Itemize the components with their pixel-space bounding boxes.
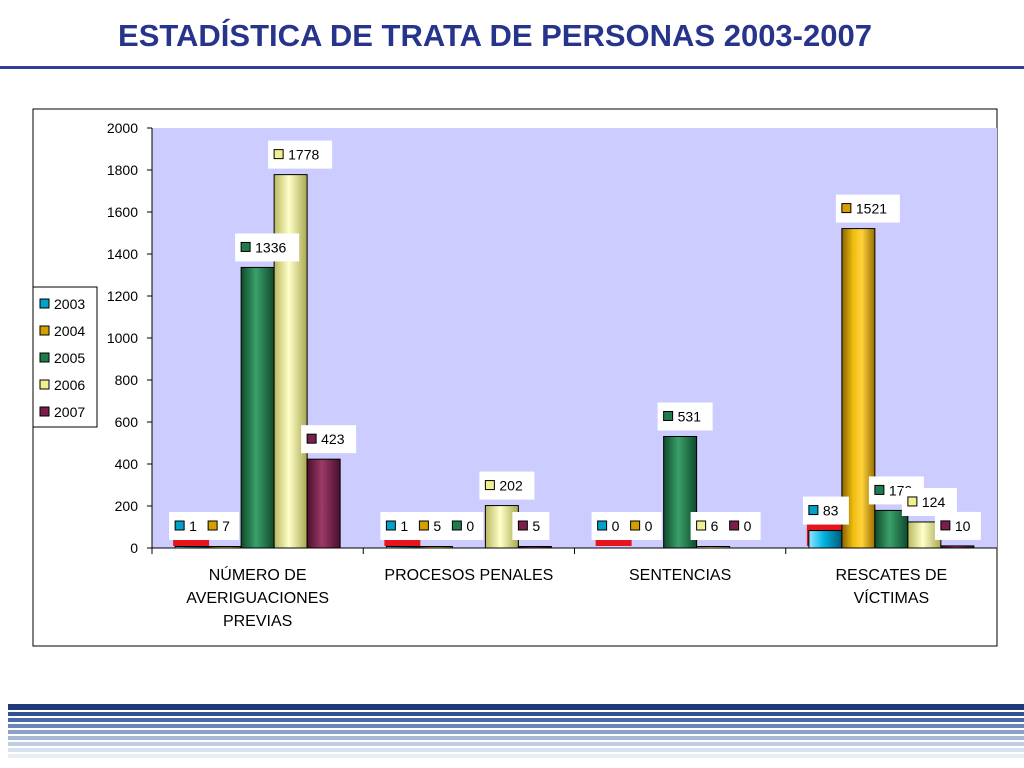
data-label-2006-3: 124 [901, 487, 957, 516]
data-label-2003-3: 83 [802, 496, 849, 525]
data-label-2007-2: 0 [723, 512, 761, 540]
data-label-key [174, 520, 185, 531]
y-tick-label: 800 [115, 372, 139, 388]
data-label-text: 6 [711, 518, 719, 534]
legend-key-2005 [39, 352, 50, 363]
legend-key-2003 [39, 298, 50, 309]
y-tick-label: 1200 [107, 288, 138, 304]
data-label-text: 1778 [288, 147, 319, 163]
data-label-text: 7 [222, 518, 230, 534]
data-label-2003-2: 0 [591, 512, 629, 540]
y-tick-label: 200 [115, 498, 139, 514]
x-tick-label: AVERIGUACIONES [186, 590, 329, 607]
y-tick-label: 0 [130, 540, 138, 556]
data-label-key [207, 520, 218, 531]
y-axis: 0 200 400 600 800 1000 1200 1400 1600 1800 2000 [107, 120, 153, 556]
data-label-text: 124 [922, 494, 946, 510]
data-label-2006-0: 1778 [268, 140, 333, 169]
legend: 2003 2004 2005 2006 2007 [32, 286, 98, 428]
data-label-2003-0: 1 [169, 512, 207, 540]
data-label-text: 0 [612, 518, 620, 534]
data-label-key [418, 520, 429, 531]
data-label-key [696, 520, 707, 531]
data-label-key [940, 520, 951, 531]
data-label-text: 423 [321, 431, 345, 447]
data-label-text: 5 [433, 518, 441, 534]
data-label-key [306, 433, 317, 444]
data-label-key [630, 520, 641, 531]
bar-2005-3 [874, 509, 909, 549]
data-label-2007-3: 10 [934, 511, 981, 540]
legend-label-2005: 2005 [54, 350, 85, 366]
data-label-2004-2: 0 [624, 512, 662, 540]
data-label-2007-1: 5 [512, 512, 550, 540]
legend-label-2004: 2004 [54, 323, 85, 339]
legend-key-2004 [39, 325, 50, 336]
page-title: ESTADÍSTICA DE TRATA DE PERSONAS 2003-20… [118, 18, 872, 53]
data-label-key [484, 480, 495, 491]
data-label-text: 531 [678, 408, 702, 424]
data-label-text: 83 [823, 503, 839, 519]
data-label-2004-3: 1521 [835, 194, 900, 223]
y-tick-label: 600 [115, 414, 139, 430]
data-label-key [808, 505, 819, 516]
y-tick-label: 1000 [107, 330, 138, 346]
x-tick-label: NÚMERO DE [209, 565, 307, 584]
bar-2003-3 [808, 530, 843, 549]
data-label-2004-1: 5 [413, 512, 451, 540]
x-tick-label: VÍCTIMAS [854, 588, 930, 607]
data-label-key [240, 241, 251, 252]
data-label-2006-1: 202 [479, 471, 535, 500]
x-tick-label: PROCESOS PENALES [384, 567, 553, 584]
data-label-2004-0: 7 [202, 512, 240, 540]
data-label-text: 1521 [856, 201, 887, 217]
data-label-key [907, 496, 918, 507]
data-label-2005-1: 0 [446, 512, 484, 540]
data-label-key [273, 149, 284, 160]
data-label-key [729, 520, 740, 531]
legend-label-2006: 2006 [54, 377, 85, 393]
y-tick-label: 400 [115, 456, 139, 472]
x-tick-label: SENTENCIAS [629, 567, 731, 584]
data-label-key [841, 203, 852, 214]
data-label-text: 202 [499, 478, 523, 494]
x-axis: NÚMERO DE AVERIGUACIONES PREVIAS PROCESOS P… [151, 547, 998, 630]
title-divider [0, 66, 1024, 69]
bar-2005-0 [240, 266, 275, 549]
bar-2007-0 [306, 458, 341, 549]
data-label-text: 10 [955, 518, 971, 534]
data-label-2005-0: 1336 [235, 233, 300, 262]
data-label-text: 0 [744, 518, 752, 534]
data-label-text: 0 [466, 518, 474, 534]
y-tick-label: 1800 [107, 162, 138, 178]
footer-stripes [8, 704, 1024, 768]
data-label-text: 0 [645, 518, 653, 534]
data-label-key [874, 484, 885, 495]
legend-key-2007 [39, 406, 50, 417]
data-label-text: 1 [400, 518, 408, 534]
legend-label-2007: 2007 [54, 404, 85, 420]
data-label-key [451, 520, 462, 531]
x-tick-label: PREVIAS [223, 613, 292, 630]
data-label-key [597, 520, 608, 531]
data-label-key [663, 410, 674, 421]
legend-key-2006 [39, 379, 50, 390]
data-label-key [517, 520, 528, 531]
data-label-2007-0: 423 [301, 425, 357, 454]
data-label-2006-2: 6 [690, 512, 728, 540]
y-tick-label: 1600 [107, 204, 138, 220]
data-label-text: 5 [532, 518, 540, 534]
bar-2006-0 [273, 174, 308, 549]
data-label-2003-1: 1 [380, 512, 418, 540]
data-label-key [385, 520, 396, 531]
data-label-text: 1336 [255, 239, 286, 255]
y-tick-label: 1400 [107, 246, 138, 262]
x-tick-label: RESCATES DE [836, 567, 948, 584]
data-label-2005-2: 531 [657, 402, 713, 431]
legend-label-2003: 2003 [54, 296, 85, 312]
y-tick-label: 2000 [107, 120, 138, 136]
data-label-text: 1 [189, 518, 197, 534]
